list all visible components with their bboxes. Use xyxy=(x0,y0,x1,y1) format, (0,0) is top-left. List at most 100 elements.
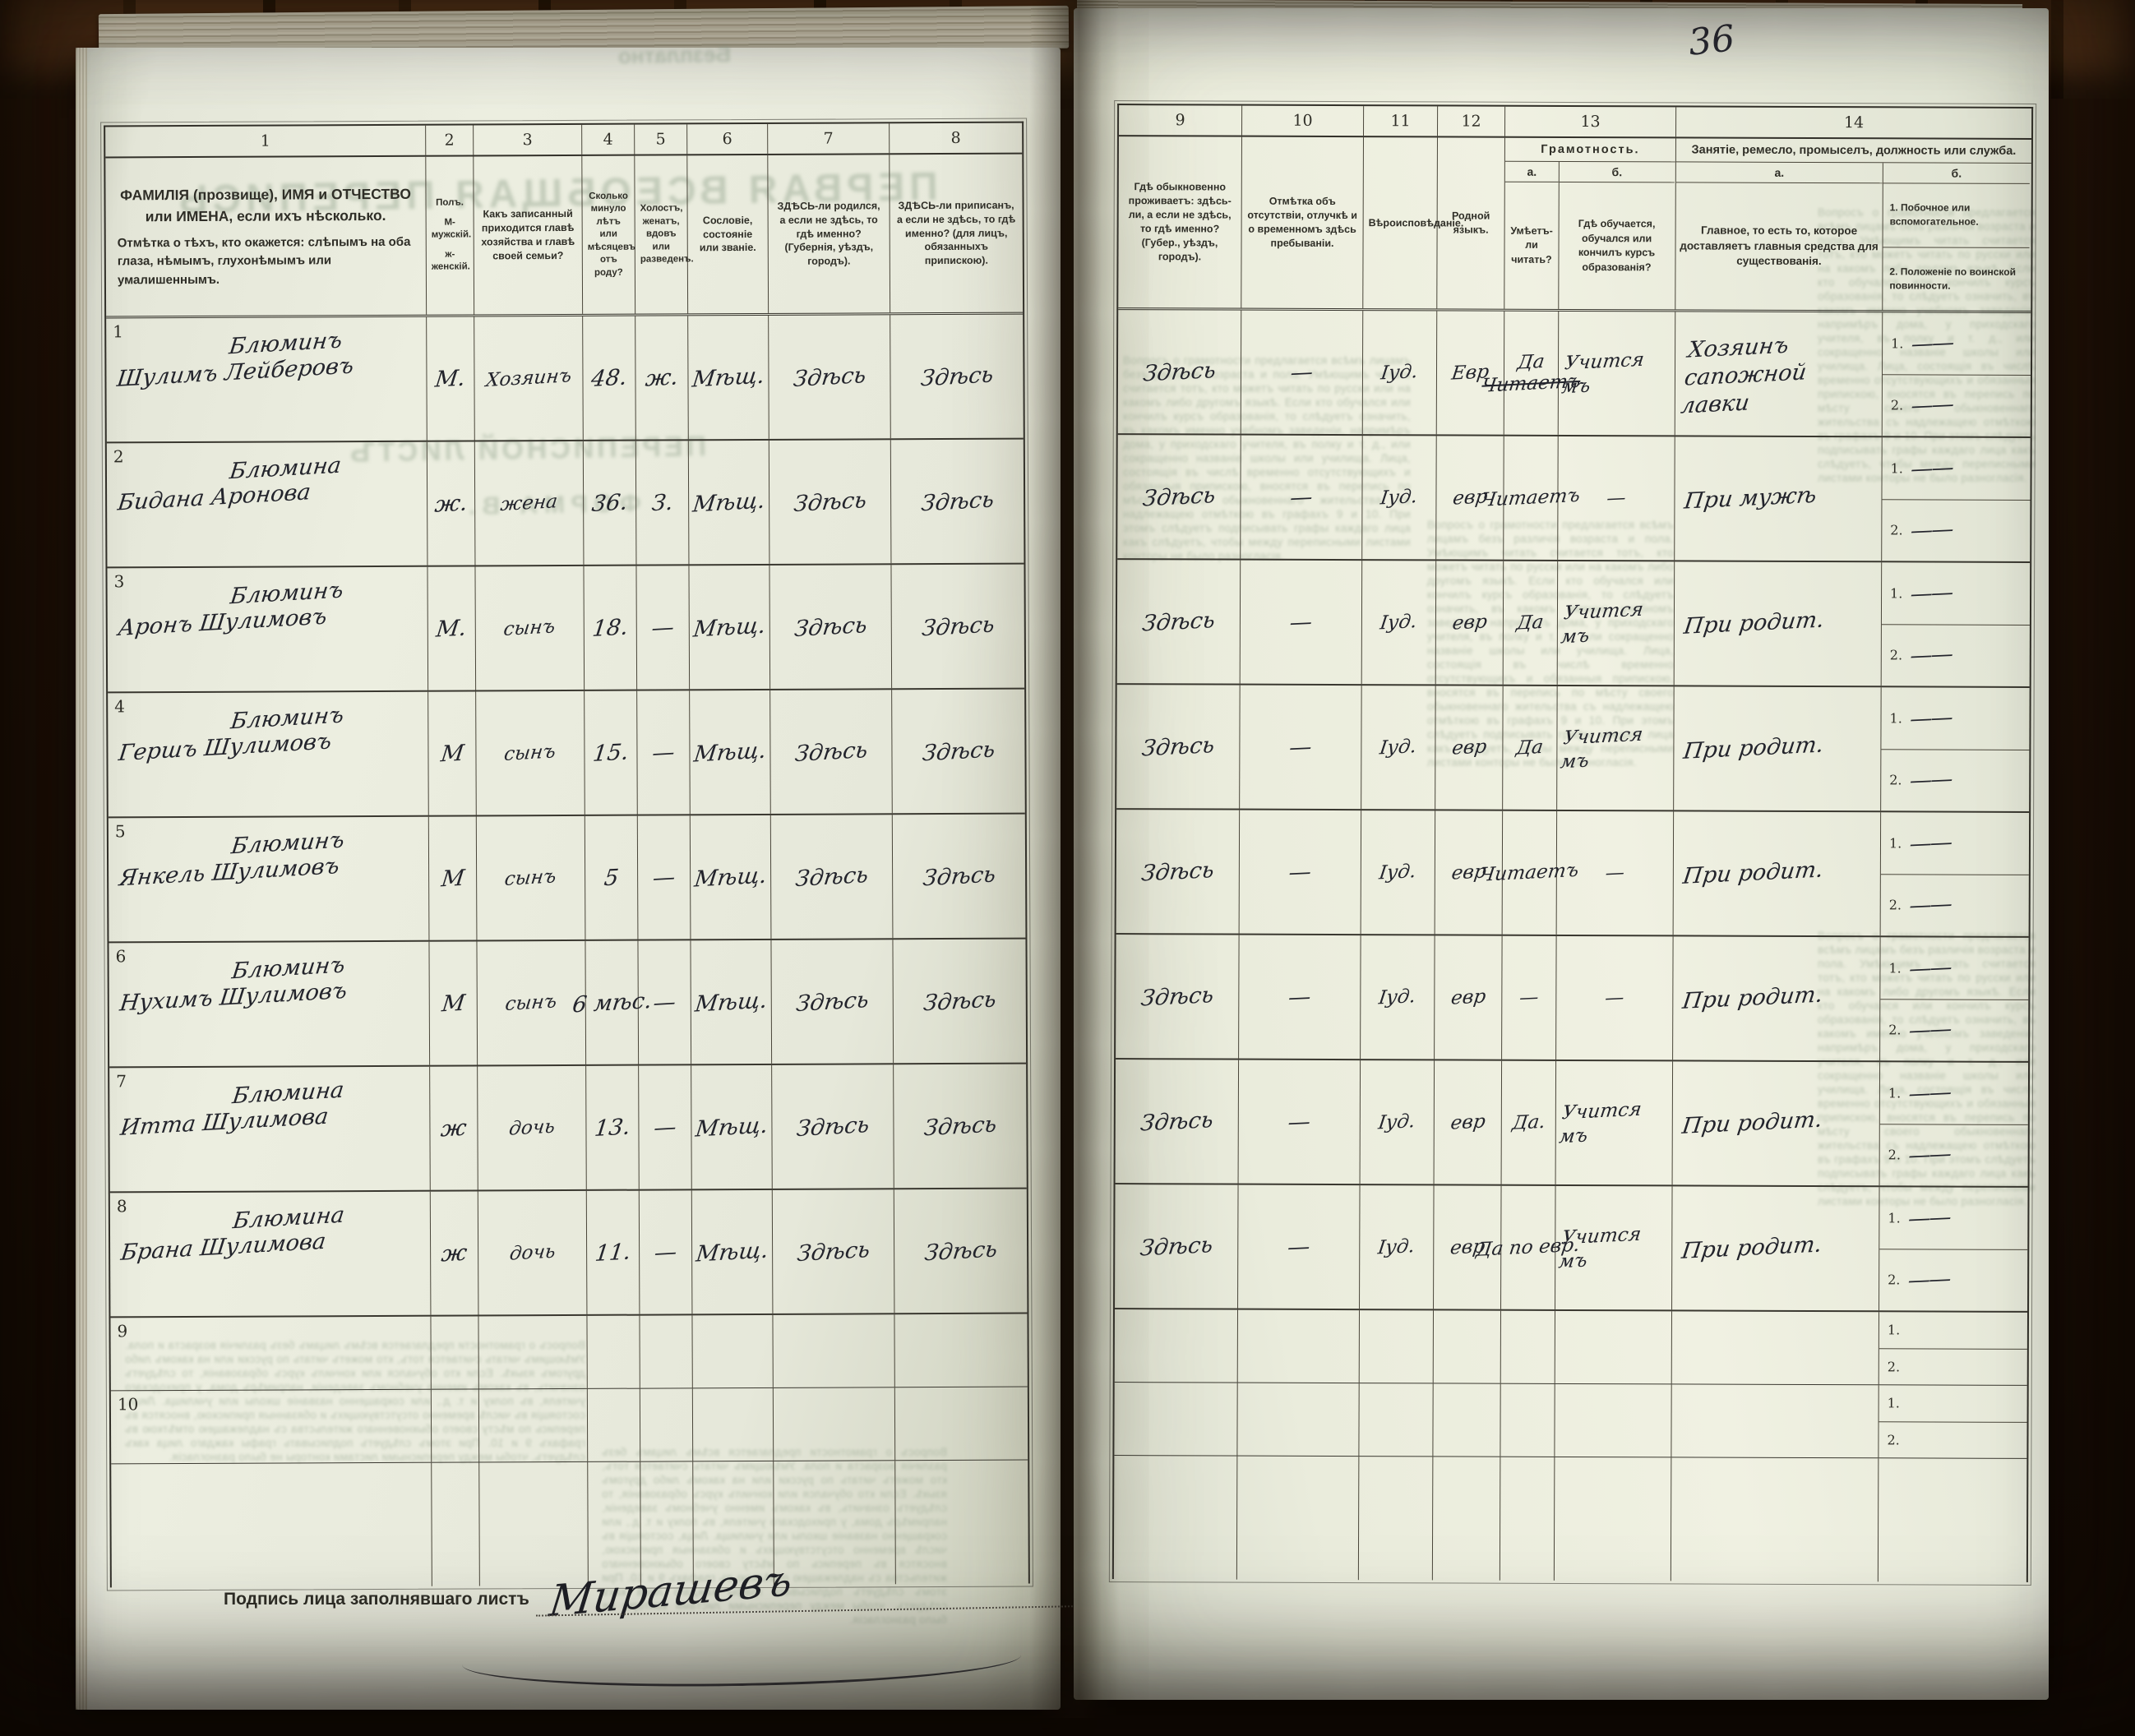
header-marital-column: Холостъ, женатъ, вдовъ или разведенъ. xyxy=(635,155,694,314)
language-cell: Евр xyxy=(1436,311,1505,435)
dash-entry: —— xyxy=(1907,954,1952,982)
literacy-b-label: б. xyxy=(1559,161,1675,183)
tail-cell xyxy=(1432,1457,1501,1581)
literacy-education-cell: Учится мъ xyxy=(1557,686,1675,810)
literacy-education-cell xyxy=(1555,1310,1673,1384)
literacy-read-cell xyxy=(1500,1310,1556,1383)
military-status-slot: 2. xyxy=(1887,1359,1901,1375)
table-row: 6 Блюминъ Нухимъ Шулимовъ М сынъ 6 мѣс. … xyxy=(109,939,1027,1069)
literacy-read-cell: Читаетъ xyxy=(1479,810,1580,935)
relation-cell: дочь xyxy=(478,1190,588,1315)
dash-entry: —— xyxy=(1908,766,1953,794)
tail-cell xyxy=(1554,1457,1672,1581)
religion-cell: Іуд. xyxy=(1361,686,1436,810)
occupation-a-label: а. xyxy=(1675,162,1883,184)
estate-cell: Мѣщ. xyxy=(690,690,771,815)
religion-cell xyxy=(1359,1310,1435,1383)
sex-cell: М xyxy=(428,816,478,940)
signature-label: Подпись лица заполнявшаго листъ xyxy=(224,1590,529,1609)
column-number-row-left: 1 2 3 4 5 6 7 8 xyxy=(105,122,1023,159)
tail-cell xyxy=(1879,1458,2027,1582)
col-number: 6 xyxy=(687,123,769,155)
relation-cell xyxy=(478,1315,588,1389)
name-cell: 7 Блюмина Итта Шулимова xyxy=(109,1066,431,1192)
name-cell: 8 Блюмина Брана Шулимова xyxy=(109,1191,432,1317)
header-relation-column: Какъ записанный приходится главѣ хозяйст… xyxy=(474,155,584,315)
enumerator-signature: Мирашевъ xyxy=(546,1555,795,1628)
occupation-main-cell: При мужѣ xyxy=(1675,436,1883,561)
dash-entry: —— xyxy=(1909,391,1955,419)
row-number: 7 xyxy=(116,1071,127,1092)
header-sex-l3: ж-женскій. xyxy=(431,249,470,272)
side-occupation-slot: 1. —— xyxy=(1881,562,2031,626)
header-sex-l2: М-мужскій. xyxy=(431,217,472,240)
marital-cell: З. xyxy=(635,441,690,565)
estate-cell: Мѣщ. xyxy=(689,565,771,690)
occupation-a-text: Главное, то есть то, которое доставляетъ… xyxy=(1680,224,1879,268)
sex-cell: М xyxy=(428,691,477,815)
dash-entry: —— xyxy=(1909,516,1954,544)
tail-cell xyxy=(1236,1456,1360,1581)
birthplace-cell: Здѣсь xyxy=(772,1064,894,1189)
table-row: 8 Блюмина Брана Шулимова ж дочь 11. — Мѣ… xyxy=(109,1189,1028,1318)
row-number: 8 xyxy=(116,1196,127,1217)
header-residence-column: Гдѣ обыкновенно проживаетъ: здѣсь-ли, а … xyxy=(1118,136,1242,308)
header-registration-column: ЗДѢСЬ-ли приписанъ, а если не здѣсь, то … xyxy=(896,199,1016,267)
col-number: 9 xyxy=(1119,105,1243,136)
tail-cell xyxy=(1500,1457,1555,1581)
birthplace-cell: Здѣсь xyxy=(769,440,892,564)
literacy-read-cell: Да. xyxy=(1501,1060,1557,1184)
col-number: 1 xyxy=(105,125,427,157)
row-number: 5 xyxy=(114,821,126,842)
table-row: 5 Блюминъ Янкель Шулимовъ М сынъ 5 — Мѣщ… xyxy=(108,814,1026,944)
table-row: Здѣсь — Іуд. евр Да. Учится мъ При родит… xyxy=(1115,1060,2029,1188)
age-cell: 36. xyxy=(583,441,637,565)
census-table-left: 1 2 3 4 5 6 7 8 ФАМИЛІЯ (прозвище), ИМЯ … xyxy=(100,118,1033,1591)
literacy-education-cell: Учится мъ xyxy=(1557,561,1675,686)
relation-cell: сынъ xyxy=(476,815,586,940)
literacy-read-cell: Да xyxy=(1503,561,1559,685)
religion-cell: Іуд. xyxy=(1362,436,1437,560)
col-number: 2 xyxy=(426,125,474,155)
header-name-line1: ФАМИЛІЯ (прозвище), ИМЯ и ОТЧЕСТВО или И… xyxy=(119,185,411,225)
col-number: 11 xyxy=(1364,106,1439,136)
residence-cell xyxy=(1114,1383,1238,1456)
dash-entry: —— xyxy=(1906,1204,1952,1232)
left-page: ПЕРВАЯ ВСЕОБЩАЯ ПЕРЕПИСЬ Безплатно ПЕРЕП… xyxy=(76,42,1161,1710)
military-status-slot: 2. —— xyxy=(1888,1141,1952,1169)
occupation-side-cell: 1. —— 2. —— xyxy=(1881,562,2031,686)
occupation-main-cell: Хозяинъ сапожной лавки xyxy=(1675,312,1883,436)
marital-cell xyxy=(640,1315,693,1388)
surname-entry: Блюмина xyxy=(228,452,343,485)
absence-cell: — xyxy=(1238,1060,1361,1184)
header-name-column: ФАМИЛІЯ (прозвище), ИМЯ и ОТЧЕСТВО или И… xyxy=(105,156,427,316)
registration-cell xyxy=(894,1314,1027,1387)
row-number: 2 xyxy=(113,446,124,467)
age-cell: 13. xyxy=(586,1065,640,1189)
header-name-line2: Отмѣтка о тѣхъ, кто окажется: слѣпымъ на… xyxy=(117,234,411,287)
col-number: 7 xyxy=(768,123,890,154)
occupation-b-label: б. xyxy=(1883,163,2030,184)
page-number: 36 xyxy=(1686,17,1737,64)
tail-cell xyxy=(1113,1456,1238,1580)
sex-cell: ж xyxy=(430,1191,479,1315)
dash-entry: —— xyxy=(1908,704,1953,732)
literacy-sub-a: а. Умѣетъ-ли читать? xyxy=(1504,161,1560,309)
birthplace-cell: Здѣсь xyxy=(771,940,894,1064)
table-row: Здѣсь — Іуд. евр — — При родит. 1. —— 2.… xyxy=(1116,935,2029,1063)
literacy-sub-b: б. Гдѣ обучается, обучался или кончилъ к… xyxy=(1559,161,1675,309)
military-status-slot: 2. —— xyxy=(1888,1016,1952,1044)
census-table-right: 9 10 11 12 13 14 Гдѣ обыкновенно прожива… xyxy=(1108,100,2037,1586)
side-occupation-slot: 1. —— xyxy=(1882,437,2031,501)
registration-cell: Здѣсь xyxy=(919,486,996,516)
military-status-slot: 2. xyxy=(1887,1432,1900,1448)
given-name-entry: Аронъ Шулимовъ xyxy=(116,603,329,641)
absence-cell: — xyxy=(1239,935,1361,1060)
literacy-education-cell: — xyxy=(1556,810,1675,935)
occupation-side-cell: 1. —— 2. —— xyxy=(1882,312,2031,436)
absence-cell xyxy=(1237,1383,1360,1457)
occupation-main-cell xyxy=(1671,1311,1880,1385)
age-cell xyxy=(587,1315,640,1388)
birthplace-cell: Здѣсь xyxy=(769,565,893,689)
birthplace-cell xyxy=(773,1387,896,1461)
